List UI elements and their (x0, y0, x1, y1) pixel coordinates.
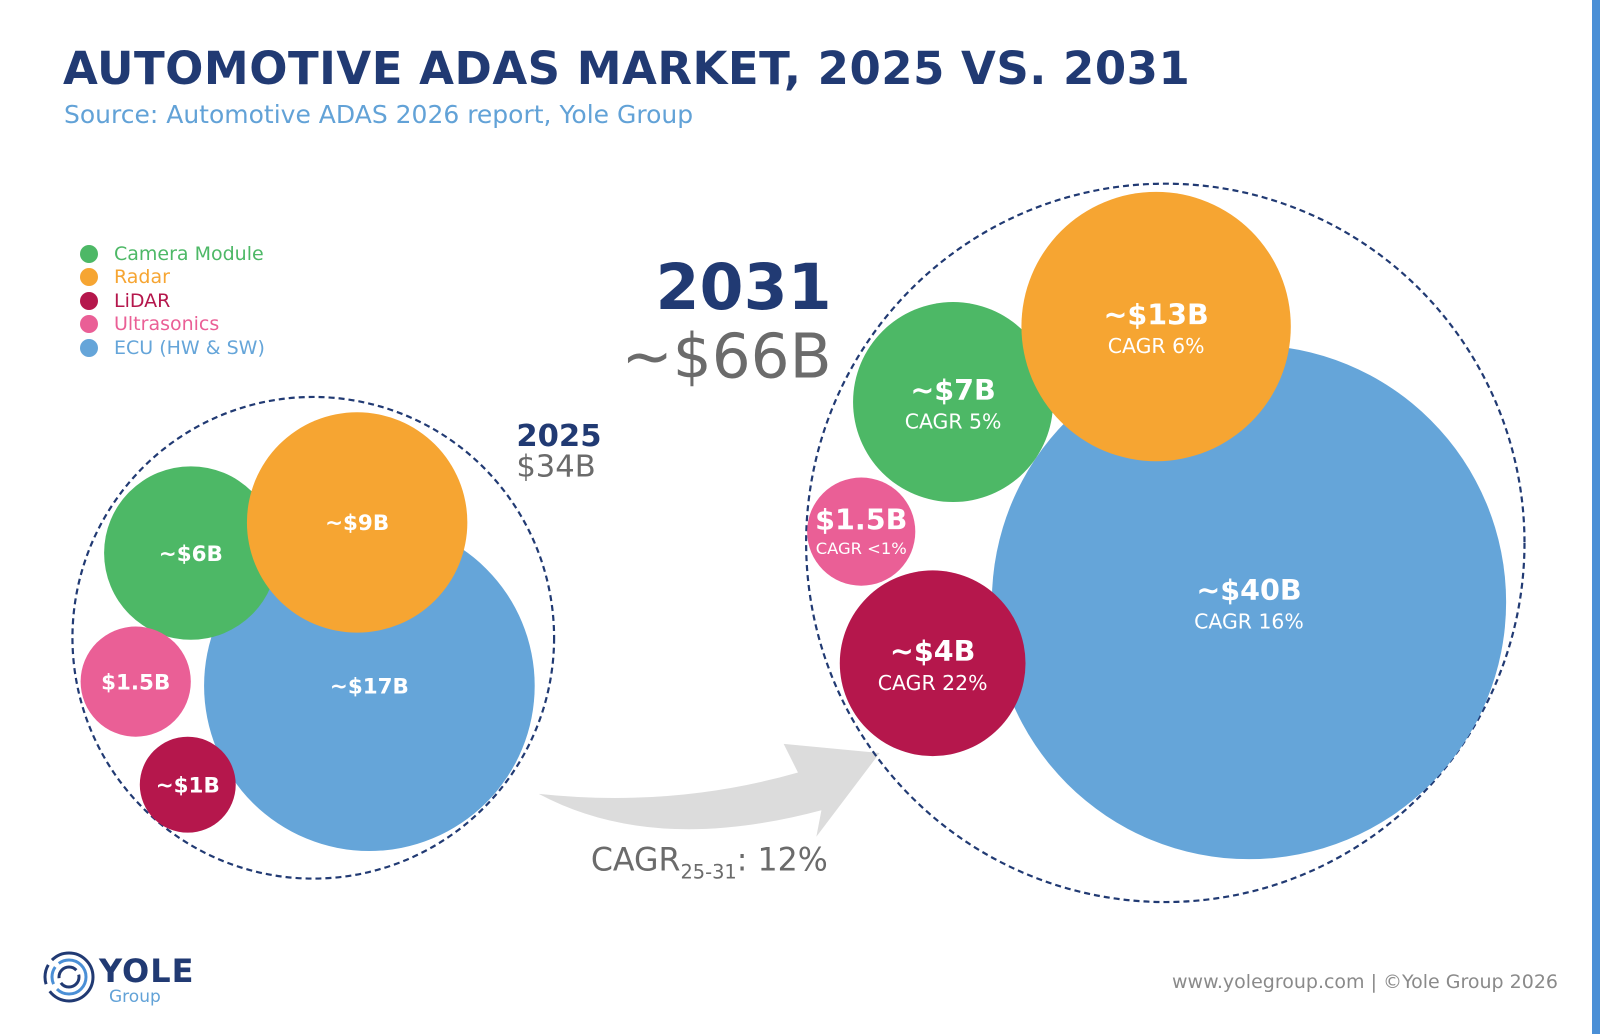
bubble-cagr-ultrasonics-2031: CAGR <1% (816, 539, 907, 558)
overall-cagr-period: 25-31 (680, 861, 736, 884)
bubble-ecu-2031 (991, 344, 1507, 860)
legend-swatch-radar (80, 268, 98, 287)
bubble-radar-2031 (1021, 191, 1291, 462)
overall-cagr-label: CAGR25-31: 12% (591, 842, 828, 883)
bubble-ultrasonics-2031 (807, 477, 916, 586)
bubble-radar-2025 (246, 412, 468, 633)
chart-subtitle: Source: Automotive ADAS 2026 report, Yol… (64, 100, 694, 129)
outer-ring-2025 (71, 395, 556, 880)
legend-label-lidar: LiDAR (114, 289, 171, 312)
legend-item-ultrasonics: Ultrasonics (80, 313, 265, 337)
bubble-value-lidar-2025: ~$1B (156, 773, 220, 798)
legend-item-lidar: LiDAR (80, 289, 265, 313)
bubble-value-ecu-2025: ~$17B (330, 674, 409, 699)
bubble-value-ultrasonics-2025: $1.5B (101, 670, 170, 695)
legend-label-ultrasonics: Ultrasonics (114, 313, 220, 336)
legend-swatch-ultrasonics (80, 315, 98, 334)
legend-label-radar: Radar (114, 266, 170, 289)
legend-swatch-ecu (80, 338, 98, 357)
legend-item-camera: Camera Module (80, 242, 265, 266)
overall-cagr-value: : 12% (737, 842, 828, 878)
bubble-cagr-lidar-2031: CAGR 22% (878, 671, 988, 695)
bubble-value-camera-2031: ~$7B (910, 373, 995, 407)
overall-cagr-prefix: CAGR (591, 842, 681, 878)
bubble-value-radar-2025: ~$9B (325, 511, 389, 536)
legend-swatch-lidar (80, 291, 98, 310)
growth-arrow (538, 743, 880, 837)
chart-title: AUTOMOTIVE ADAS MARKET, 2025 VS. 2031 (63, 42, 1191, 95)
bubble-camera-2025 (104, 466, 278, 640)
logo-wordmark: YOLE (99, 952, 195, 990)
legend-label-camera: Camera Module (114, 242, 264, 265)
chart-legend: Camera Module Radar LiDAR Ultrasonics ECU (H… (80, 242, 265, 360)
legend-label-ecu: ECU (HW & SW) (114, 336, 265, 359)
bubble-value-lidar-2031: ~$4B (890, 634, 975, 668)
total-label-2025: $34B (516, 450, 595, 485)
bubble-value-radar-2031: ~$13B (1103, 297, 1208, 331)
legend-item-radar: Radar (80, 266, 265, 290)
bubble-value-ecu-2031: ~$40B (1196, 573, 1301, 607)
year-label-2031: 2031 (656, 250, 832, 324)
bubble-lidar-2025 (139, 736, 236, 833)
bubble-camera-2031 (853, 302, 1054, 503)
bubble-cagr-ecu-2031: CAGR 16% (1194, 610, 1304, 634)
total-label-2031: ~$66B (621, 322, 831, 393)
bubble-cagr-radar-2031: CAGR 6% (1108, 334, 1205, 358)
bubble-lidar-2031 (839, 570, 1026, 757)
legend-item-ecu: ECU (HW & SW) (80, 336, 265, 360)
footer-copyright[interactable]: www.yolegroup.com | ©Yole Group 2026 (1172, 971, 1558, 993)
year-label-2025: 2025 (516, 419, 601, 454)
bubble-ultrasonics-2025 (80, 626, 191, 737)
legend-swatch-camera (80, 244, 98, 263)
bubble-cagr-camera-2031: CAGR 5% (905, 410, 1002, 434)
yole-logo[interactable]: YOLE Group (43, 950, 203, 1010)
yole-logo-icon (43, 951, 95, 1003)
logo-subtext: Group (109, 987, 161, 1007)
accent-bar (1592, 0, 1600, 1034)
bubble-value-camera-2025: ~$6B (159, 542, 223, 567)
outer-ring-2031 (805, 182, 1526, 904)
bubble-value-ultrasonics-2031: $1.5B (815, 503, 907, 537)
